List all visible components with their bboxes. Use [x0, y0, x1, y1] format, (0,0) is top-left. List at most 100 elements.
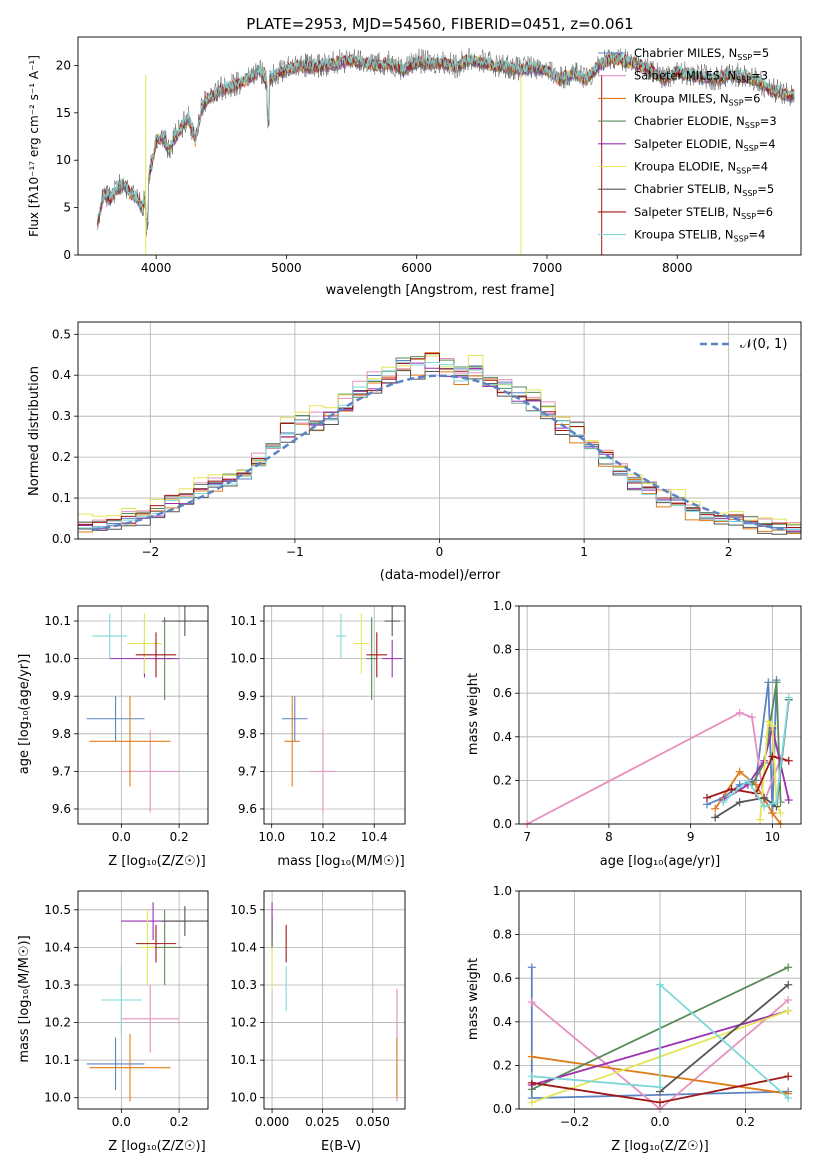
y-tick-label: 10.5 [44, 903, 71, 917]
legend-nssp: =4 [759, 137, 776, 151]
y-tick-label: 0.3 [52, 409, 71, 423]
legend-name: Kroupa MILES, N [634, 91, 729, 105]
legend-name: Kroupa STELIB, N [634, 228, 734, 242]
y-tick-label: 0.1 [52, 491, 71, 505]
p7-xlabel: E(B-V) [321, 1139, 361, 1154]
weight-line-8 [531, 982, 789, 1099]
y-tick-label: 10.2 [44, 1016, 71, 1030]
x-tick-label: 7000 [532, 261, 563, 275]
legend-name: Salpeter STELIB, N [634, 205, 741, 219]
x-tick-label: 8 [605, 830, 613, 844]
y-tick-label: 10.0 [230, 652, 257, 666]
spectrum-line-8 [97, 51, 795, 232]
x-tick-label: 5000 [271, 261, 302, 275]
y-tick-label: 9.9 [52, 689, 71, 703]
y-tick-label: 5 [63, 201, 71, 215]
p5-ylabel: mass weight [466, 673, 481, 755]
legend-nssp: =5 [757, 182, 774, 196]
legend-nssp: =4 [749, 228, 766, 242]
y-tick-label: 9.7 [52, 764, 71, 778]
hist-step-8 [78, 361, 801, 539]
residual-legend-label: 𝒩(0, 1) [740, 337, 787, 352]
y-tick-label: 10.0 [44, 652, 71, 666]
axes-frame [518, 605, 802, 825]
spectrum-ylabel: Flux [fλ10⁻¹⁷ erg cm⁻² s⁻¹ A⁻¹] [27, 55, 41, 237]
x-tick-label: 0.0 [112, 1115, 131, 1129]
x-tick-label: −0.2 [560, 1115, 589, 1129]
legend-nssp: =6 [756, 205, 773, 219]
y-tick-label: 10.0 [44, 1091, 71, 1105]
x-tick-label: −1 [286, 545, 304, 559]
legend-nssp: =5 [752, 46, 769, 60]
y-tick-label: 10.5 [230, 903, 257, 917]
p8-ylabel: mass weight [466, 958, 481, 1040]
residual-ylabel: Normed distribution [27, 366, 42, 496]
legend-name: Chabrier STELIB, N [634, 182, 742, 196]
legend-subscript: SSP [736, 76, 751, 85]
x-tick-label: 10.4 [361, 830, 388, 844]
x-tick-label: 9 [687, 830, 695, 844]
legend-nssp: =6 [744, 91, 761, 105]
legend-subscript: SSP [742, 189, 757, 198]
y-tick-label: 0.2 [493, 1058, 512, 1072]
legend-label-7: Salpeter STELIB, NSSP=6 [634, 205, 773, 221]
legend-name: Salpeter MILES, N [634, 69, 736, 83]
x-tick-label: 10.2 [310, 830, 337, 844]
legend-subscript: SSP [729, 98, 744, 107]
y-tick-label: 9.7 [238, 764, 257, 778]
axes-frame [263, 605, 406, 825]
y-tick-label: 15 [56, 106, 71, 120]
x-tick-label: 0.2 [736, 1115, 755, 1129]
legend-subscript: SSP [745, 121, 760, 130]
y-tick-label: 20 [56, 58, 71, 72]
legend-label-2: Kroupa MILES, NSSP=6 [634, 91, 760, 107]
x-tick-label: −2 [141, 545, 159, 559]
gaussian-curve [92, 374, 787, 532]
y-tick-label: 1.0 [493, 884, 512, 898]
x-tick-label: 0.025 [305, 1115, 339, 1129]
x-tick-label: 2 [725, 545, 733, 559]
x-tick-label: 0.0 [112, 830, 131, 844]
legend-subscript: SSP [736, 167, 751, 176]
p3-xlabel: Z [log₁₀(Z/Z☉)] [108, 854, 205, 869]
y-tick-label: 9.6 [52, 802, 71, 816]
p3-ylabel: age [log₁₀(age/yr)] [17, 654, 32, 775]
y-tick-label: 10.1 [230, 614, 257, 628]
y-tick-label: 10.3 [230, 978, 257, 992]
legend-label-5: Kroupa ELODIE, NSSP=4 [634, 160, 768, 176]
axes-frame [263, 890, 406, 1110]
residual-xlabel: (data-model)/error [380, 568, 501, 583]
p6-xlabel: Z [log₁₀(Z/Z☉)] [108, 1139, 205, 1154]
y-tick-label: 0 [63, 248, 71, 262]
legend-subscript: SSP [741, 212, 756, 221]
x-tick-label: 1 [580, 545, 588, 559]
p4-xlabel: mass [log₁₀(M/M☉)] [277, 854, 404, 869]
weight-line-1 [526, 711, 782, 825]
p6-ylabel: mass [log₁₀(M/M☉)] [17, 935, 32, 1062]
y-tick-label: 10.2 [230, 1016, 257, 1030]
legend-subscript: SSP [734, 235, 749, 244]
y-tick-label: 0.6 [493, 686, 512, 700]
y-tick-label: 9.6 [238, 802, 257, 816]
spectrum-area [97, 47, 795, 255]
legend-name: Salpeter ELODIE, N [634, 137, 744, 151]
legend-nssp: =4 [751, 160, 768, 174]
weight-line-6 [659, 984, 789, 1093]
legend-label-4: Salpeter ELODIE, NSSP=4 [634, 137, 776, 153]
y-tick-label: 10 [56, 153, 71, 167]
y-tick-label: 0.0 [493, 817, 512, 831]
axes-frame [77, 36, 802, 256]
y-tick-label: 10.4 [230, 940, 257, 954]
p5-xlabel: age [log₁₀(age/yr)] [600, 854, 721, 869]
axes-frame [518, 890, 802, 1110]
x-tick-label: 0.050 [356, 1115, 390, 1129]
axes-frame [77, 890, 209, 1110]
y-tick-label: 0.2 [52, 450, 71, 464]
y-tick-label: 10.1 [44, 614, 71, 628]
y-tick-label: 0.0 [52, 532, 71, 546]
legend-label-8: Kroupa STELIB, NSSP=4 [634, 228, 765, 244]
legend-nssp: =3 [760, 114, 777, 128]
y-tick-label: 10.1 [230, 1053, 257, 1067]
legend-label-1: Salpeter MILES, NSSP=3 [634, 69, 768, 85]
